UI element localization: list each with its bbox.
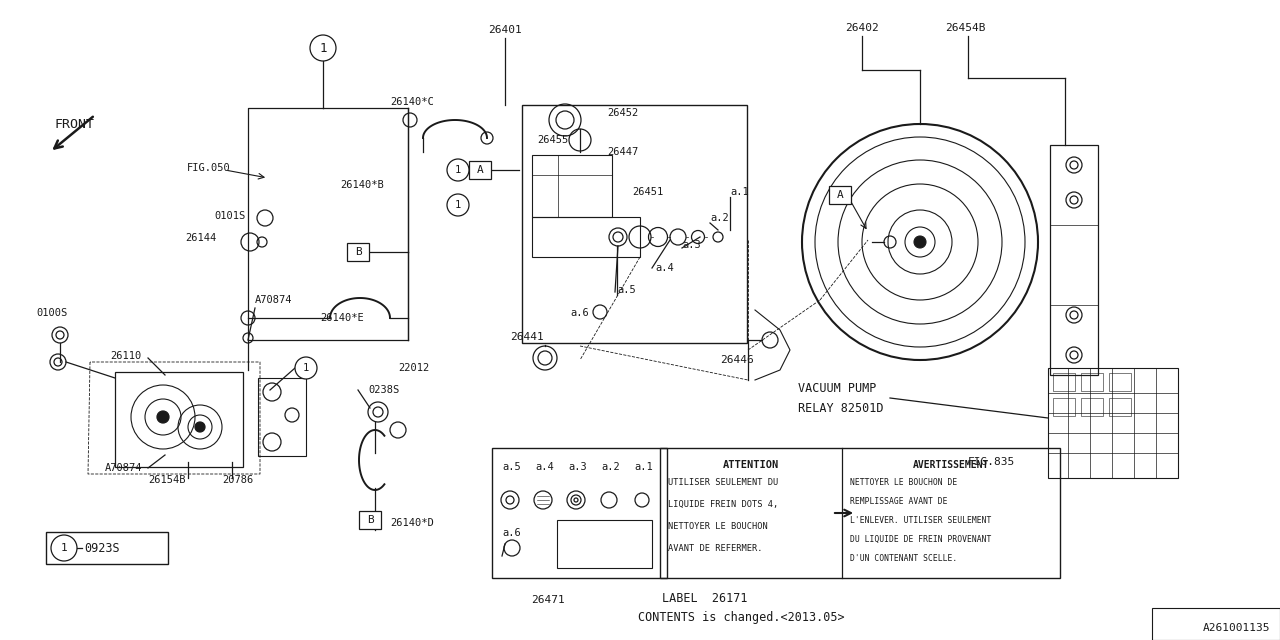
Text: 26451: 26451 [632, 187, 663, 197]
Bar [522, 105, 748, 343]
Text: a.4: a.4 [655, 263, 673, 273]
Text: 26471: 26471 [531, 595, 564, 605]
Text: a.6: a.6 [502, 528, 521, 538]
Text: L'ENLEVER. UTILISER SEULEMENT: L'ENLEVER. UTILISER SEULEMENT [850, 516, 992, 525]
Bar [347, 243, 369, 261]
Circle shape [294, 357, 317, 379]
Bar [1108, 373, 1132, 391]
Bar [1108, 398, 1132, 416]
Text: AVANT DE REFERMER.: AVANT DE REFERMER. [668, 544, 763, 553]
Bar [46, 532, 168, 564]
Text: A261001135: A261001135 [1202, 623, 1270, 633]
Text: 26446: 26446 [719, 355, 754, 365]
Text: 0101S: 0101S [214, 211, 246, 221]
Text: CONTENTS is changed.<2013.05>: CONTENTS is changed.<2013.05> [637, 611, 845, 625]
Text: 22012: 22012 [398, 363, 429, 373]
Bar [1152, 608, 1280, 640]
Text: a.4: a.4 [535, 462, 554, 472]
Text: REMPLISSAGE AVANT DE: REMPLISSAGE AVANT DE [850, 497, 947, 506]
Circle shape [447, 159, 468, 181]
Bar [115, 372, 243, 467]
Bar [1050, 145, 1098, 375]
Text: a.1: a.1 [634, 462, 653, 472]
Circle shape [447, 194, 468, 216]
Text: FRONT: FRONT [55, 118, 95, 131]
Text: 1: 1 [454, 200, 461, 210]
Bar [532, 217, 640, 257]
Bar [1050, 225, 1098, 305]
Circle shape [157, 411, 169, 423]
Bar [660, 448, 1060, 578]
Text: UTILISER SEULEMENT DU: UTILISER SEULEMENT DU [668, 478, 778, 487]
Text: D'UN CONTENANT SCELLE.: D'UN CONTENANT SCELLE. [850, 554, 957, 563]
Text: DU LIQUIDE DE FREIN PROVENANT: DU LIQUIDE DE FREIN PROVENANT [850, 535, 992, 544]
Circle shape [310, 35, 335, 61]
Circle shape [914, 236, 925, 248]
Text: 26455: 26455 [538, 135, 568, 145]
Text: 26110: 26110 [110, 351, 141, 361]
Text: a.2: a.2 [602, 462, 620, 472]
Text: 1: 1 [319, 42, 326, 54]
Bar [1082, 373, 1103, 391]
Text: A70874: A70874 [255, 295, 293, 305]
Text: 26144: 26144 [186, 233, 216, 243]
Text: NETTOYER LE BOUCHON: NETTOYER LE BOUCHON [668, 522, 768, 531]
Text: 26441: 26441 [509, 332, 544, 342]
Text: 26154B: 26154B [148, 475, 186, 485]
Text: a.5: a.5 [617, 285, 636, 295]
Text: 26452: 26452 [607, 108, 639, 118]
Text: 0923S: 0923S [84, 541, 119, 554]
Text: 26447: 26447 [607, 147, 639, 157]
Text: 26454B: 26454B [945, 23, 986, 33]
Text: RELAY 82501D: RELAY 82501D [797, 401, 883, 415]
Text: AVERTISSEMENT: AVERTISSEMENT [913, 460, 989, 470]
Text: a.3: a.3 [568, 462, 586, 472]
Text: A: A [476, 165, 484, 175]
Text: 1: 1 [303, 363, 310, 373]
Text: 26140*D: 26140*D [390, 518, 434, 528]
Text: a.2: a.2 [710, 213, 728, 223]
Text: 26140*C: 26140*C [390, 97, 434, 107]
Bar [532, 155, 612, 217]
Text: B: B [355, 247, 361, 257]
Text: 1: 1 [454, 165, 461, 175]
Text: 0100S: 0100S [36, 308, 68, 318]
Text: 26140*E: 26140*E [320, 313, 364, 323]
Text: 26401: 26401 [488, 25, 522, 35]
Text: VACUUM PUMP: VACUUM PUMP [797, 381, 877, 394]
Circle shape [51, 535, 77, 561]
Bar [358, 511, 381, 529]
Text: a.6: a.6 [570, 308, 589, 318]
Text: a.5: a.5 [502, 462, 521, 472]
Text: 0238S: 0238S [369, 385, 399, 395]
Text: FIG.835: FIG.835 [968, 457, 1015, 467]
Text: LABEL  26171: LABEL 26171 [662, 591, 748, 605]
Bar [1053, 398, 1075, 416]
Text: a.3: a.3 [682, 240, 700, 250]
Circle shape [195, 422, 205, 432]
Text: 26402: 26402 [845, 23, 879, 33]
Bar [557, 520, 652, 568]
Bar [1082, 398, 1103, 416]
Text: B: B [366, 515, 374, 525]
Text: FIG.050: FIG.050 [187, 163, 230, 173]
Text: a.1: a.1 [730, 187, 749, 197]
Bar [259, 378, 306, 456]
Bar [1048, 368, 1178, 478]
Bar [468, 161, 492, 179]
Bar [492, 448, 667, 578]
Text: 26140*B: 26140*B [340, 180, 384, 190]
Text: 1: 1 [60, 543, 68, 553]
Bar [1053, 373, 1075, 391]
Text: LIQUIDE FREIN DOTS 4,: LIQUIDE FREIN DOTS 4, [668, 500, 778, 509]
Bar [829, 186, 851, 204]
Text: NETTOYER LE BOUCHON DE: NETTOYER LE BOUCHON DE [850, 478, 957, 487]
Text: A70874: A70874 [105, 463, 142, 473]
Text: A: A [837, 190, 844, 200]
Text: 20786: 20786 [221, 475, 253, 485]
Text: ATTENTION: ATTENTION [723, 460, 780, 470]
